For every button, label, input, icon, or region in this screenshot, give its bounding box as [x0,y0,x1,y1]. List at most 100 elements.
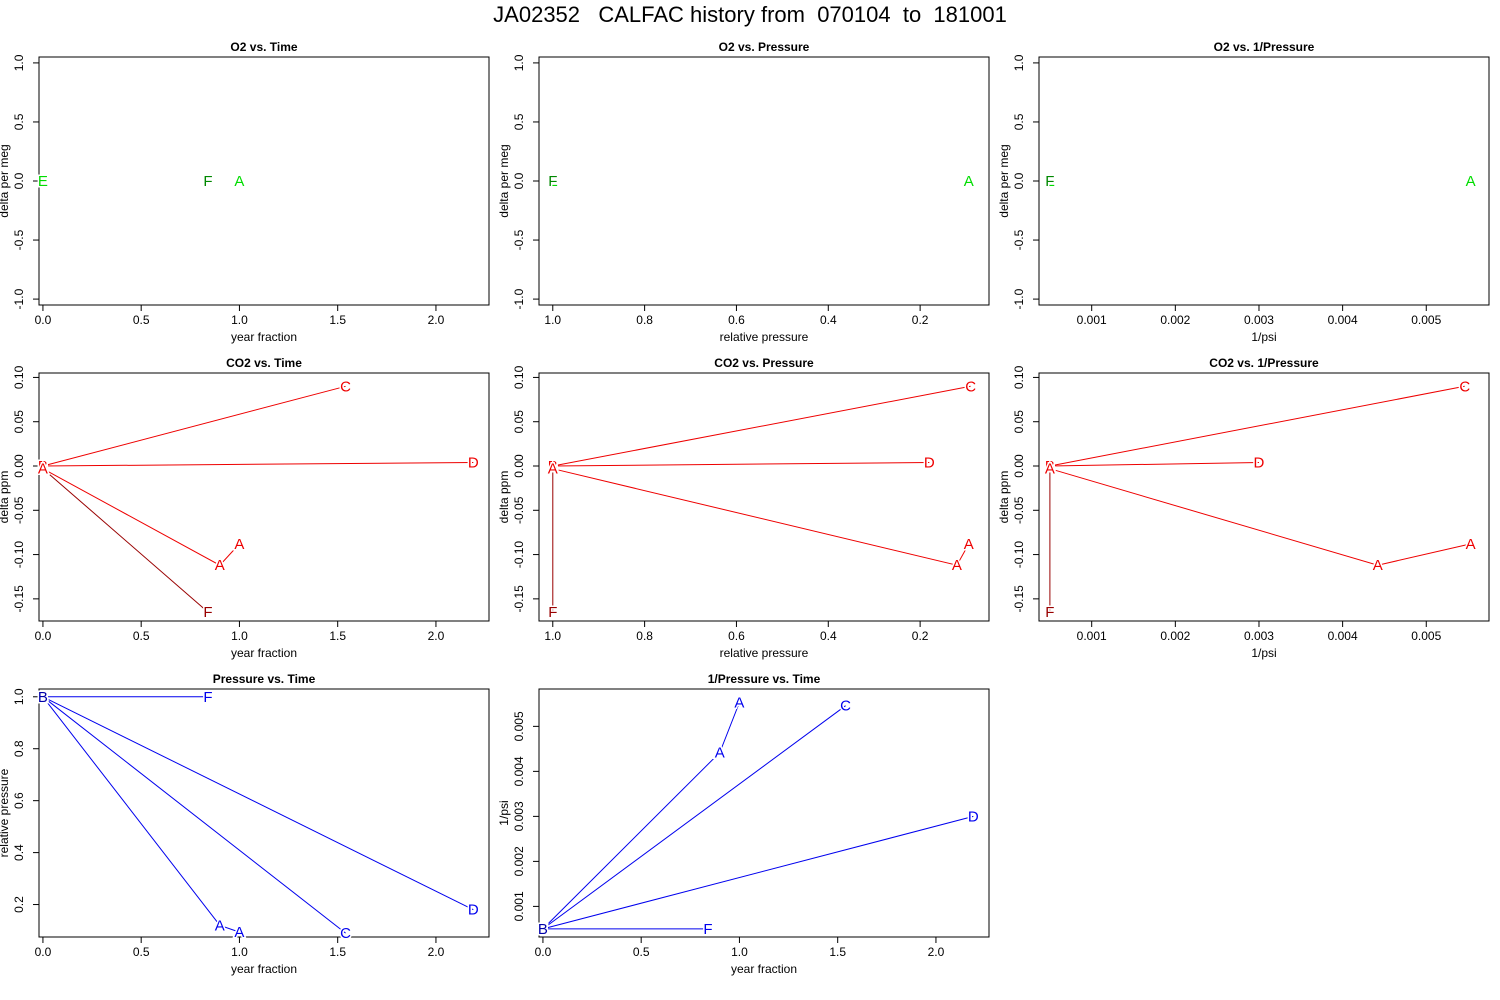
plot-frame [538,372,990,622]
series-line [42,385,346,467]
data-point-A: A [1045,461,1055,478]
x-axis-label: 1/psi [1251,330,1276,344]
x-tick-label: 0.002 [1160,313,1190,327]
y-tick-label: 0.002 [512,846,526,876]
x-tick-label: 1.0 [231,313,248,327]
data-point-D: D [468,454,479,471]
data-point-E: E [538,921,548,938]
x-tick-label: 0.4 [820,629,837,643]
x-tick-label: 1.5 [329,629,346,643]
plot-frame [538,688,990,938]
chart-panel-invpressure-time: 1/Pressure vs. Time 0.0 0.5 1.0 1.5 2.0 year f… [497,672,990,976]
data-point-C: C [340,378,351,395]
y-tick-label: 0.00 [1012,454,1026,478]
x-tick-label: 0.003 [1244,629,1274,643]
chart-panel-o2-invpressure: O2 vs. 1/Pressure 0.001 0.002 0.003 0.004 0.0… [997,40,1490,344]
y-tick-label: 0.5 [1012,113,1026,130]
data-point-E: E [38,173,48,190]
y-tick-label: -0.5 [12,229,26,250]
series-line [542,705,846,930]
y-tick-label: 1.0 [12,688,26,705]
x-tick-label: 1.5 [829,945,846,959]
x-tick-label: 0.001 [1077,313,1107,327]
plot-frame [1038,56,1490,306]
y-axis-label: delta ppm [0,471,11,524]
data-point-A: A [964,536,974,553]
data-point-D: D [968,808,979,825]
chart-title: O2 vs. Time [230,40,297,54]
data-point-D: D [924,454,935,471]
chart-title: CO2 vs. 1/Pressure [1209,356,1319,370]
y-axis-label: 1/psi [497,800,511,825]
data-point-F: F [1045,604,1054,621]
plot-frame [1038,372,1490,622]
data-point-A: A [964,173,974,190]
data-point-F: F [703,921,712,938]
y-tick-label: 0.0 [1012,172,1026,189]
chart-panel-co2-pressure: CO2 vs. Pressure 1.0 0.8 0.6 0.4 0.2 relative … [497,356,990,660]
x-tick-label: 2.0 [428,629,445,643]
series-line [552,462,930,467]
chart-panel-o2-time: O2 vs. Time 0.0 0.5 1.0 1.5 2.0 year fraction -… [0,40,490,344]
data-point-C: C [1459,378,1470,395]
x-axis-label: relative pressure [720,330,809,344]
series-line [552,468,970,566]
y-tick-label: 0.001 [512,891,526,921]
data-point-B: B [548,458,558,475]
data-point-A: A [715,744,725,761]
data-point-D: D [468,902,479,919]
data-point-A: A [215,557,225,574]
data-point-F: F [548,604,557,621]
data-point-E: E [1045,173,1055,190]
data-point-B: B [38,458,48,475]
y-axis-label: delta per meg [0,144,11,217]
x-axis-label: year fraction [731,962,797,976]
data-point-F: F [203,604,212,621]
plot-frame [38,372,490,622]
y-tick-label: 0.5 [12,113,26,130]
x-tick-label: 0.4 [820,313,837,327]
y-tick-label: 0.0 [12,172,26,189]
chart-panel-pressure-time: Pressure vs. Time 0.0 0.5 1.0 1.5 2.0 year fra… [0,672,490,976]
y-tick-label: 0.05 [12,410,26,434]
y-tick-label: 0.6 [12,792,26,809]
x-tick-label: 0.8 [636,313,653,327]
y-tick-label: 0.005 [512,711,526,741]
series-line [1049,462,1260,467]
y-tick-label: 0.05 [512,410,526,434]
x-axis-label: relative pressure [720,646,809,660]
y-tick-label: -0.15 [1012,585,1026,613]
series-line [1049,385,1465,467]
x-tick-label: 1.5 [329,313,346,327]
y-tick-label: 1.0 [12,54,26,71]
y-tick-label: -0.10 [1012,541,1026,569]
data-point-A: A [234,924,244,941]
chart-title: O2 vs. 1/Pressure [1214,40,1315,54]
x-axis-label: year fraction [231,646,297,660]
x-tick-label: 1.0 [231,629,248,643]
y-tick-label: -0.15 [12,585,26,613]
y-tick-label: 0.10 [12,365,26,389]
data-point-A: A [234,536,244,553]
data-point-A: A [952,557,962,574]
data-point-B: B [38,689,48,706]
y-tick-label: 0.10 [512,365,526,389]
y-tick-label: -0.5 [512,229,526,250]
x-tick-label: 0.5 [133,313,150,327]
y-tick-label: -0.5 [1012,229,1026,250]
y-tick-label: 0.2 [12,896,26,913]
data-point-A: A [548,461,558,478]
x-tick-label: 1.5 [329,945,346,959]
series-line [42,462,474,467]
chart-title: 1/Pressure vs. Time [708,672,821,686]
data-point-A: A [1466,536,1476,553]
data-point-F: F [548,173,557,190]
plot-frame [38,688,490,938]
x-tick-label: 2.0 [428,313,445,327]
x-axis-label: 1/psi [1251,646,1276,660]
series-line [42,468,209,613]
x-tick-label: 0.004 [1328,313,1358,327]
y-tick-label: 1.0 [512,54,526,71]
x-tick-label: 2.0 [928,945,945,959]
